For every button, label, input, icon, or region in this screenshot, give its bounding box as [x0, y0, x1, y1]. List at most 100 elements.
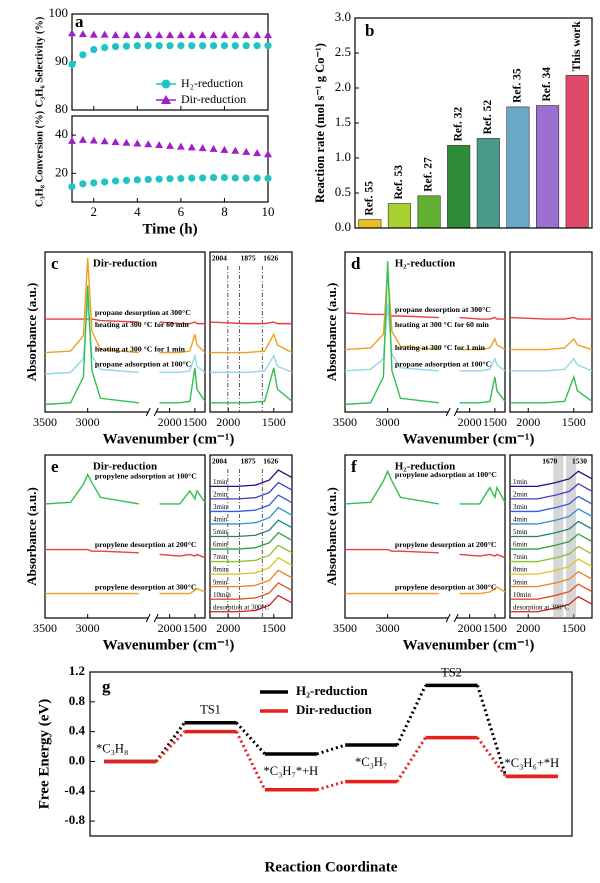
- marker: [253, 42, 261, 50]
- marker: [144, 31, 153, 39]
- x-tick-label: 1500: [483, 415, 507, 429]
- x-tick-label: 2000: [216, 415, 240, 429]
- spectrum-line: [44, 300, 139, 375]
- marker: [166, 141, 174, 149]
- panel-label: f: [351, 457, 357, 476]
- connector: [476, 684, 508, 777]
- y-axis-label: Absorbance (a.u.): [24, 487, 39, 586]
- connector: [235, 721, 266, 756]
- spectrum-line: [210, 367, 293, 404]
- reference-label: 1875: [241, 254, 256, 263]
- bar: [506, 106, 530, 229]
- marker: [133, 176, 141, 184]
- series-label: desorption at 300°C: [513, 603, 569, 611]
- series-label: 4min: [513, 516, 528, 524]
- marker: [209, 42, 218, 50]
- state-label: *C₃H₇: [355, 755, 387, 769]
- state-label: *C₃H₈: [96, 741, 128, 755]
- series-label: propane desorption at 300°C: [95, 308, 191, 317]
- x-tick-label: 1500: [183, 621, 207, 635]
- panel-title: Dir-reduction: [93, 258, 157, 270]
- series-label: 2min: [513, 490, 528, 498]
- spectrum-line: [210, 506, 293, 525]
- spectrum-line: [510, 337, 593, 351]
- x-tick-label: 3500: [33, 621, 57, 635]
- axis-break-mark: [445, 613, 451, 623]
- series-label: propylene desorption at 300°C: [395, 582, 497, 591]
- panel-label: g: [102, 677, 111, 696]
- marker: [187, 143, 196, 151]
- bar: [387, 203, 411, 229]
- plot-frame: [209, 251, 293, 413]
- panel-label: d: [351, 254, 361, 273]
- y-tick-label: 0.5: [335, 184, 351, 199]
- plot-frame: [44, 251, 206, 413]
- series-label: 2min: [213, 490, 228, 498]
- bar: [536, 105, 560, 229]
- connector: [155, 730, 186, 763]
- marker: [231, 42, 239, 50]
- legend-label: H₂-reduction: [296, 683, 368, 698]
- plot-frame: [354, 17, 593, 229]
- connector: [235, 730, 267, 791]
- x-axis-label: Wavenumber (cm⁻¹): [103, 431, 235, 447]
- spectrum-line: [510, 483, 593, 500]
- axis-break-mark: [153, 407, 159, 417]
- spectrum-line: [459, 553, 506, 559]
- marker: [133, 139, 142, 147]
- marker: [68, 136, 76, 144]
- marker: [177, 174, 185, 183]
- bar: [447, 145, 471, 229]
- series-label: propylene desorption at 200°C: [95, 540, 197, 549]
- y-tick-label: 80: [55, 101, 68, 116]
- x-tick-label: 4: [134, 204, 141, 219]
- spectrum-line: [510, 558, 593, 575]
- y-tick-label: 20: [55, 164, 68, 179]
- marker: [155, 42, 163, 50]
- marker: [111, 177, 120, 185]
- y-axis-label: Absorbance (a.u.): [324, 283, 339, 382]
- x-tick-label: 2000: [158, 621, 182, 635]
- spectrum-line: [345, 548, 439, 554]
- marker: [89, 30, 98, 38]
- spectrum-line: [344, 469, 439, 505]
- x-tick-label: 2000: [216, 621, 240, 635]
- marker: [242, 147, 251, 155]
- marker: [231, 174, 239, 182]
- marker: [111, 137, 120, 145]
- bar: [358, 219, 382, 229]
- marker: [79, 180, 87, 188]
- spectrum-line: [459, 586, 506, 595]
- spectrum-line: [210, 469, 293, 487]
- marker: [242, 174, 250, 182]
- marker: [188, 174, 196, 182]
- y-axis-label: C₃H₈ Conversion (%): [34, 110, 45, 207]
- marker: [68, 183, 76, 191]
- marker: [155, 31, 164, 39]
- spectrum-line: [510, 570, 593, 588]
- marker: [187, 31, 196, 39]
- series-label: propane desorption at 300°C: [395, 305, 491, 314]
- panel-label: e: [51, 457, 59, 476]
- series-label: heating at 300 °C for 60 min: [95, 320, 190, 329]
- spectrum-line: [459, 376, 506, 404]
- x-tick-label: 3500: [33, 415, 57, 429]
- marker: [231, 31, 240, 39]
- x-tick-label: 3000: [376, 415, 400, 429]
- series-label: 8min: [513, 566, 528, 574]
- marker: [78, 30, 87, 38]
- series-label: heating at 300 °C for 1 min: [95, 344, 186, 353]
- series-label: 9min: [513, 578, 528, 586]
- y-tick-label: 1.0: [335, 149, 351, 164]
- spectrum-line: [210, 594, 293, 613]
- x-tick-label: 1500: [183, 415, 207, 429]
- marker: [264, 150, 272, 158]
- spectrum-line: [210, 582, 293, 600]
- marker: [111, 43, 120, 51]
- spectrum-line: [210, 494, 293, 513]
- spectrum-line: [45, 318, 139, 323]
- marker: [188, 42, 196, 50]
- marker: [90, 45, 98, 54]
- state-label: TS1: [200, 703, 221, 717]
- y-tick-label: 90: [55, 53, 68, 68]
